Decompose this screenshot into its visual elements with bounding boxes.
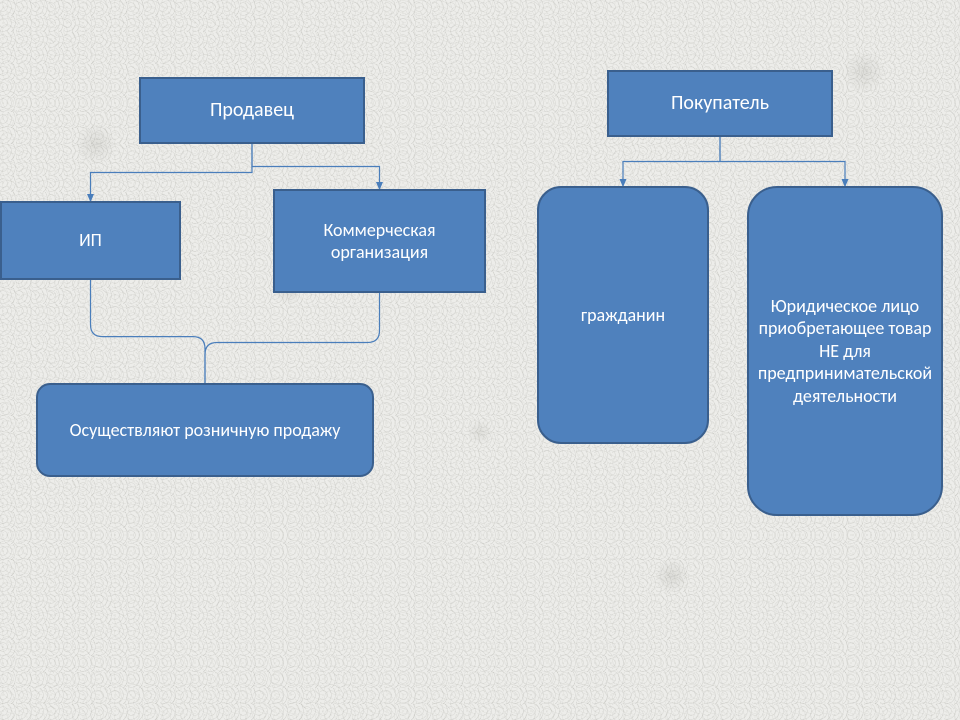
node-citizen: гражданин — [537, 186, 709, 444]
node-label-buyer: Покупатель — [671, 91, 769, 116]
node-retail: Осуществляют розничную продажу — [36, 383, 374, 477]
node-commorg: Коммерческая организация — [273, 189, 486, 293]
node-label-commorg: Коммерческая организация — [283, 219, 476, 264]
node-seller: Продавец — [139, 77, 365, 144]
node-buyer: Покупатель — [607, 70, 833, 137]
node-label-citizen: гражданин — [581, 304, 665, 327]
node-label-legal: Юридическое лицо приобретающее товар НЕ … — [757, 295, 933, 408]
node-legal: Юридическое лицо приобретающее товар НЕ … — [747, 186, 943, 516]
node-label-ip: ИП — [79, 229, 102, 252]
node-ip: ИП — [0, 201, 181, 280]
node-label-seller: Продавец — [210, 98, 294, 123]
node-label-retail: Осуществляют розничную продажу — [70, 419, 341, 442]
